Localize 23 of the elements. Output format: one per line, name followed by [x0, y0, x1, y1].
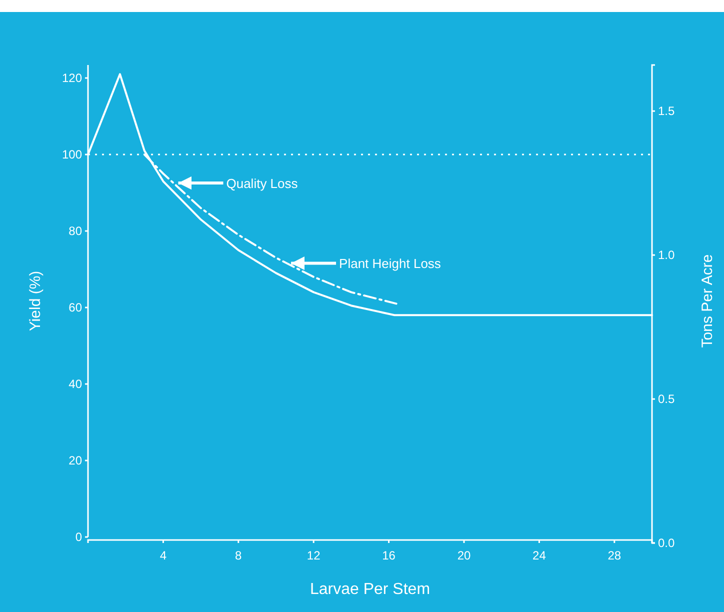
x-tick-label: 16 — [382, 548, 396, 563]
y-axis-title: Yield (%) — [27, 270, 44, 332]
x-tick-label: 12 — [306, 548, 321, 563]
y-tick-label: 100 — [62, 147, 82, 162]
x-tick-label: 4 — [160, 548, 167, 563]
y2-tick-label: 1.0 — [658, 248, 676, 262]
x-tick-label: 24 — [532, 548, 546, 563]
y-tick-label: 60 — [68, 300, 82, 314]
x-tick-label: 8 — [235, 548, 242, 563]
x-axis-title: Larvae Per Stem — [310, 581, 430, 598]
y2-tick-label: 1.5 — [658, 104, 676, 118]
y-tick-label: 20 — [68, 453, 82, 468]
y-tick-label: 120 — [62, 70, 82, 85]
annotation: Quality Loss — [226, 176, 298, 191]
annotation: Plant Height Loss — [339, 256, 442, 272]
y-tick-label: 80 — [68, 224, 82, 238]
y2-tick-label: 0.0 — [658, 536, 676, 550]
y2-tick-label: 0.5 — [658, 392, 676, 406]
y2-axis-title: Tons Per Acre — [699, 254, 716, 348]
y-tick-label: 40 — [68, 376, 82, 391]
x-tick-label: 28 — [608, 548, 622, 563]
y-tick-label: 0 — [75, 530, 82, 544]
x-tick-label: 20 — [457, 548, 471, 563]
